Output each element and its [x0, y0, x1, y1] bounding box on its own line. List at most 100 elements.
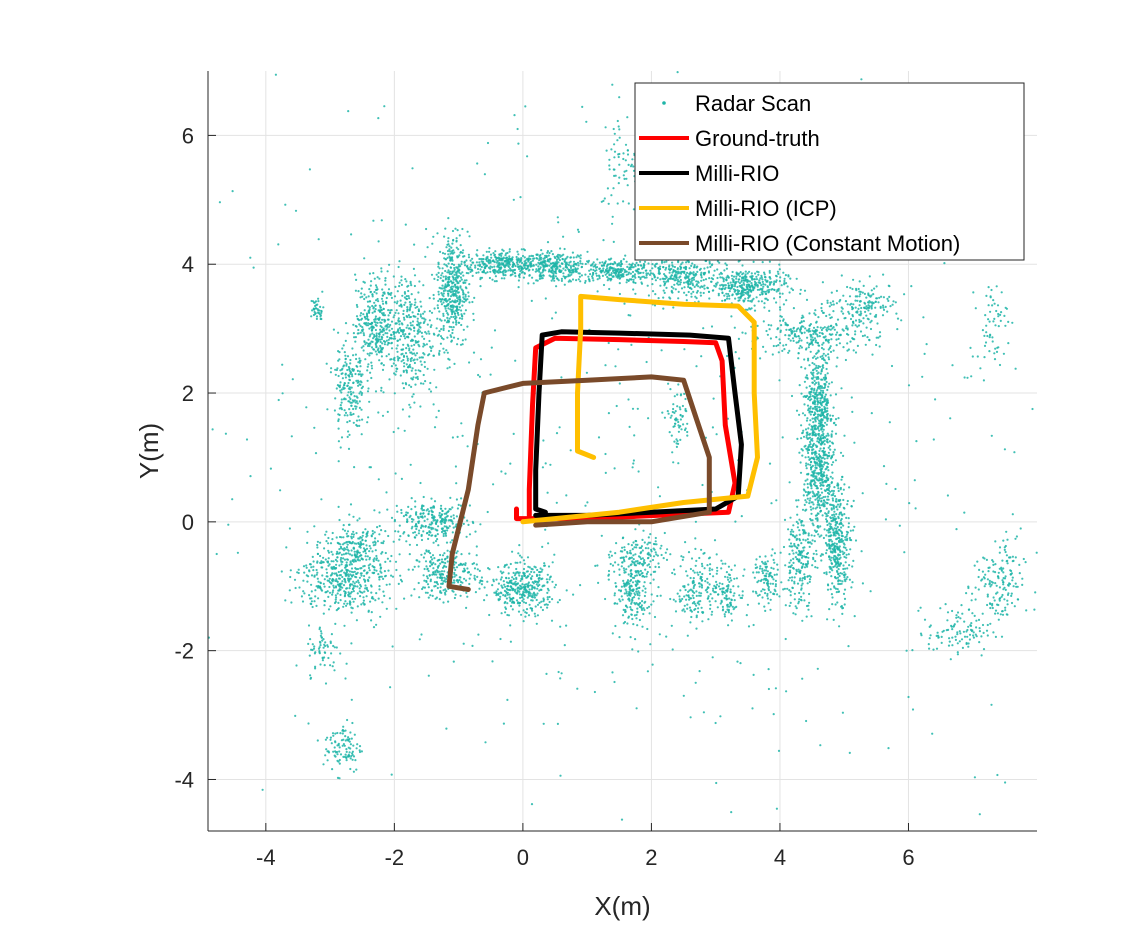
radar-scan-point [842, 592, 846, 596]
radar-scan-point [432, 297, 435, 300]
radar-scan-point [533, 612, 536, 615]
radar-scan-point [645, 276, 648, 279]
radar-scan-point [579, 584, 582, 587]
radar-scan-point [551, 262, 555, 265]
radar-scan-point [819, 482, 822, 485]
radar-scan-point [671, 261, 674, 264]
radar-scan-point [800, 524, 803, 527]
radar-scan-point [805, 447, 808, 450]
radar-scan-point [785, 299, 788, 302]
radar-scan-point [882, 296, 886, 299]
radar-scan-point [692, 271, 695, 274]
radar-scan-point [840, 274, 843, 277]
radar-scan-point [376, 321, 379, 324]
radar-scan-point [813, 534, 816, 537]
radar-scan-point [441, 284, 444, 287]
radar-scan-point [730, 286, 733, 290]
radar-scan-point [501, 586, 504, 589]
radar-scan-point [444, 278, 447, 281]
radar-scan-point [375, 299, 378, 302]
radar-scan-point [525, 608, 529, 611]
radar-scan-point [822, 352, 825, 355]
radar-scan-point [405, 369, 408, 372]
radar-scan-point [842, 546, 846, 549]
radar-scan-point [822, 414, 825, 417]
radar-scan-point [828, 333, 831, 336]
radar-scan-point [486, 580, 489, 583]
radar-scan-point [681, 261, 684, 264]
radar-scan-point [685, 299, 688, 302]
radar-scan-point [808, 580, 811, 584]
radar-scan-point [412, 393, 415, 396]
radar-scan-point [408, 309, 411, 312]
radar-scan-point [742, 287, 745, 290]
radar-scan-point [735, 277, 738, 280]
radar-scan-point [814, 464, 817, 467]
radar-scan-point [819, 326, 822, 329]
radar-scan-point [837, 536, 840, 539]
radar-scan-point [867, 309, 870, 312]
radar-scan-point [840, 526, 843, 529]
radar-scan-point [339, 389, 342, 392]
radar-scan-point [442, 324, 445, 328]
radar-scan-point [520, 257, 523, 260]
radar-scan-point [799, 292, 802, 295]
radar-scan-point [836, 571, 839, 574]
radar-scan-point [796, 505, 799, 508]
radar-scan-point [472, 312, 475, 315]
radar-scan-point [630, 264, 633, 267]
radar-scan-point [381, 318, 384, 321]
radar-scan-point [451, 312, 454, 316]
radar-scan-point [818, 454, 822, 458]
radar-scan-point [538, 255, 541, 258]
radar-scan-point [457, 269, 460, 272]
radar-scan-point [358, 419, 361, 422]
radar-scan-point [818, 506, 822, 509]
radar-scan-point [832, 326, 835, 329]
radar-scan-point [449, 541, 452, 544]
radar-scan-point [711, 278, 715, 281]
radar-scan-point [768, 309, 771, 312]
radar-scan-point [456, 343, 459, 346]
radar-scan-point [739, 271, 742, 274]
radar-scan-point [419, 313, 422, 316]
radar-scan-point [380, 270, 383, 273]
radar-scan-point [812, 524, 815, 527]
radar-scan-point [428, 319, 431, 322]
radar-scan-point [414, 354, 417, 357]
radar-scan-point [338, 358, 341, 361]
radar-scan-point [405, 298, 408, 301]
radar-scan-point [835, 520, 839, 524]
radar-scan-point [741, 264, 744, 267]
radar-scan-point [447, 313, 450, 316]
radar-scan-point [561, 258, 565, 261]
radar-scan-point [461, 317, 464, 320]
radar-scan-point [388, 329, 391, 332]
radar-scan-point [827, 469, 830, 472]
radar-scan-point [543, 562, 546, 565]
radar-scan-point [353, 466, 356, 469]
radar-scan-point [447, 237, 450, 240]
radar-scan-point [451, 270, 454, 273]
radar-scan-point [826, 502, 829, 505]
radar-scan-point [407, 568, 410, 571]
radar-scan-point [458, 280, 462, 283]
radar-scan-point [406, 308, 409, 311]
radar-scan-point [854, 306, 857, 309]
radar-scan-point [832, 505, 835, 509]
radar-scan-point [356, 332, 359, 335]
radar-scan-point [610, 273, 613, 277]
radar-scan-point [537, 584, 540, 588]
radar-scan-point [558, 259, 562, 262]
radar-scan-point [447, 307, 450, 310]
radar-scan-point [424, 331, 427, 334]
radar-scan-point [835, 500, 838, 503]
radar-scan-point [592, 268, 595, 271]
radar-scan-point [378, 277, 381, 280]
radar-scan-point [811, 373, 814, 376]
radar-scan-point [565, 266, 569, 269]
radar-scan-point [596, 278, 599, 281]
radar-scan-point [842, 553, 845, 556]
radar-scan-point [814, 498, 817, 501]
radar-scan-point [584, 262, 587, 266]
